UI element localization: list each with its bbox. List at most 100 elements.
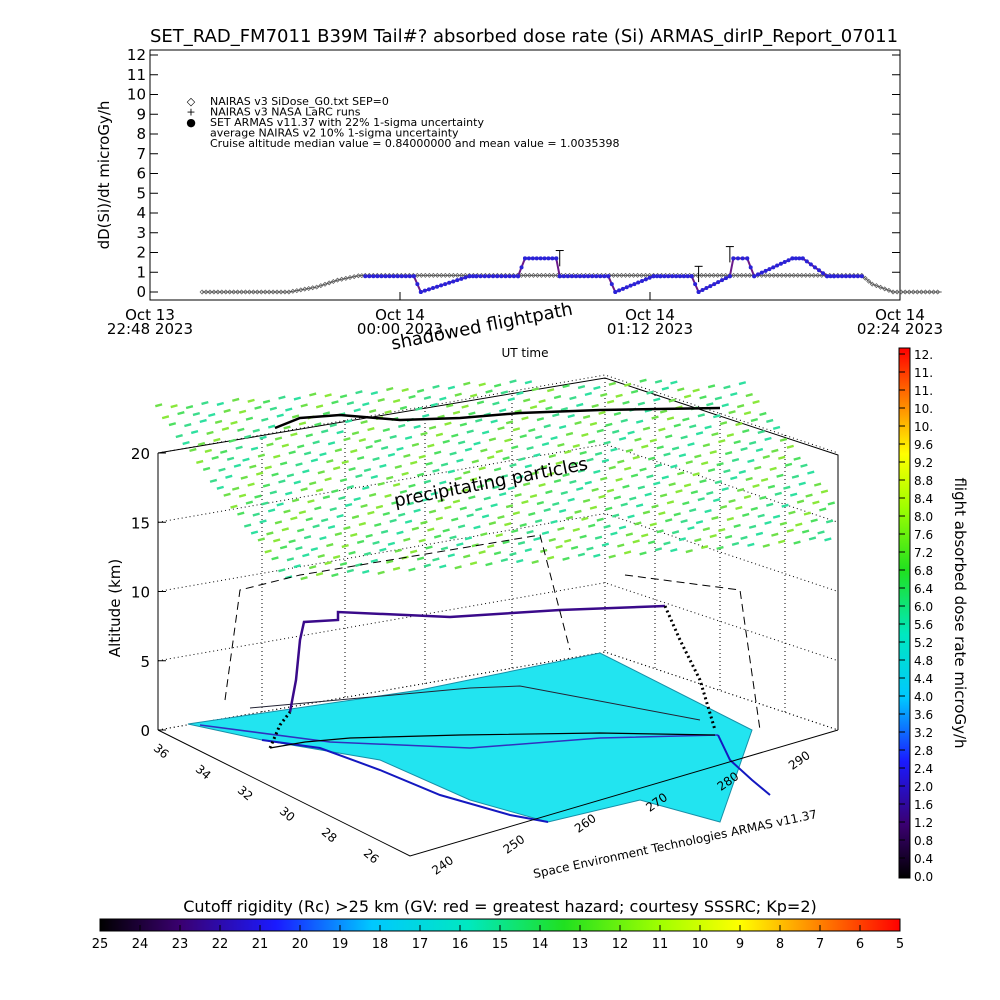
particle-dash <box>464 536 473 541</box>
nairas-point <box>203 289 209 295</box>
particle-dash <box>666 500 675 505</box>
particle-dash <box>332 554 341 560</box>
particle-dash <box>543 424 551 429</box>
armas-point <box>696 290 701 294</box>
particle-dash <box>295 546 303 551</box>
particle-dash <box>793 456 801 461</box>
y-tick-label: 10 <box>127 86 146 104</box>
particle-dash <box>398 512 406 517</box>
particle-dash <box>433 450 442 455</box>
particle-dash <box>502 456 510 461</box>
particle-dash <box>608 465 616 470</box>
particle-dash <box>557 442 565 448</box>
particle-dash <box>257 453 266 458</box>
particle-dash <box>279 545 288 550</box>
precipitating-particle-field <box>155 378 836 581</box>
rigidity-colorbar-tick-label: 8 <box>776 937 784 952</box>
particle-dash <box>617 543 625 548</box>
nairas-point <box>763 272 769 278</box>
particle-dash <box>567 497 575 502</box>
particle-dash <box>594 451 603 456</box>
nairas-point <box>699 272 705 278</box>
armas-point <box>613 290 618 294</box>
particle-dash <box>255 471 264 476</box>
y-tick-label: 8 <box>136 125 146 143</box>
particle-dash <box>748 440 757 446</box>
particle-dash <box>461 404 469 409</box>
particle-dash <box>327 525 336 530</box>
particle-dash <box>404 435 413 440</box>
particle-dash <box>608 554 616 559</box>
legend-entry: SET ARMAS v11.37 with 22% 1-sigma uncert… <box>210 116 484 129</box>
particle-dash <box>707 384 716 389</box>
particle-dash <box>524 547 533 553</box>
nairas-point <box>882 286 888 292</box>
armas-point <box>565 274 570 279</box>
nairas-point <box>298 287 304 293</box>
armas-point <box>459 276 464 281</box>
coastline <box>261 739 549 823</box>
armas-point <box>557 274 562 279</box>
particle-dash <box>370 474 379 480</box>
particle-dash <box>588 439 596 444</box>
particle-dash <box>350 532 358 538</box>
particle-dash <box>688 508 697 513</box>
nairas-point <box>546 272 552 278</box>
particle-dash <box>659 493 668 498</box>
particle-dash <box>307 499 315 504</box>
particle-dash <box>635 503 644 508</box>
nairas-point <box>347 275 353 281</box>
rigidity-colorbar-tick-label: 21 <box>252 937 269 952</box>
particle-dash <box>529 494 538 499</box>
particle-dash <box>300 576 308 581</box>
armas-point <box>720 278 725 283</box>
particle-dash <box>577 384 586 390</box>
particle-dash <box>656 529 664 534</box>
particle-dash <box>481 430 490 435</box>
nairas-point <box>254 289 260 295</box>
particle-dash <box>531 559 539 565</box>
wall-grid-line <box>157 582 839 662</box>
altitude-axis: 0 5 10 15 20 <box>131 445 166 740</box>
particle-dash <box>408 567 416 572</box>
particle-dash <box>360 420 368 425</box>
particle-dash <box>228 438 236 443</box>
particle-dash <box>363 467 372 473</box>
particle-dash <box>391 500 399 505</box>
armas-point <box>681 274 686 279</box>
armas-point <box>704 286 709 291</box>
particle-dash <box>611 429 620 434</box>
particle-dash <box>569 395 577 401</box>
particle-dash <box>396 446 404 451</box>
particle-dash <box>593 553 601 558</box>
precipitating-particles-label: precipitating particles <box>392 454 589 512</box>
y-axis-label: dD(Si)/dt microGy/h <box>95 101 113 250</box>
particle-dash <box>302 469 310 474</box>
particle-dash <box>408 483 416 488</box>
particle-dash <box>250 446 259 451</box>
armas-point <box>407 274 412 279</box>
particle-dash <box>649 438 658 443</box>
dose-colorbar-ticks: 0.0 0.4 0.8 1.2 1.6 2.0 2.4 2.8 3.2 3.6 4.0 4.4 4.8 5… <box>899 348 933 884</box>
particle-dash <box>719 504 728 510</box>
nairas-point <box>869 281 875 287</box>
nairas-point <box>731 272 737 278</box>
particle-dash <box>350 449 358 454</box>
particle-dash <box>565 431 574 437</box>
armas-point <box>503 274 508 279</box>
nairas-point <box>330 279 336 285</box>
armas-point <box>415 282 420 287</box>
particle-dash <box>233 463 242 468</box>
dose-colorbar-tick-label: 8.4 <box>914 492 933 506</box>
particle-dash <box>329 423 337 428</box>
armas-point <box>582 274 587 279</box>
particle-dash <box>319 452 327 457</box>
particle-dash <box>370 558 378 563</box>
particle-dash <box>331 572 339 578</box>
particle-dash <box>355 562 363 567</box>
particle-dash <box>793 540 801 545</box>
particle-dash <box>584 391 593 397</box>
particle-dash <box>344 419 353 424</box>
armas-point <box>507 274 512 279</box>
particle-dash <box>406 501 414 506</box>
